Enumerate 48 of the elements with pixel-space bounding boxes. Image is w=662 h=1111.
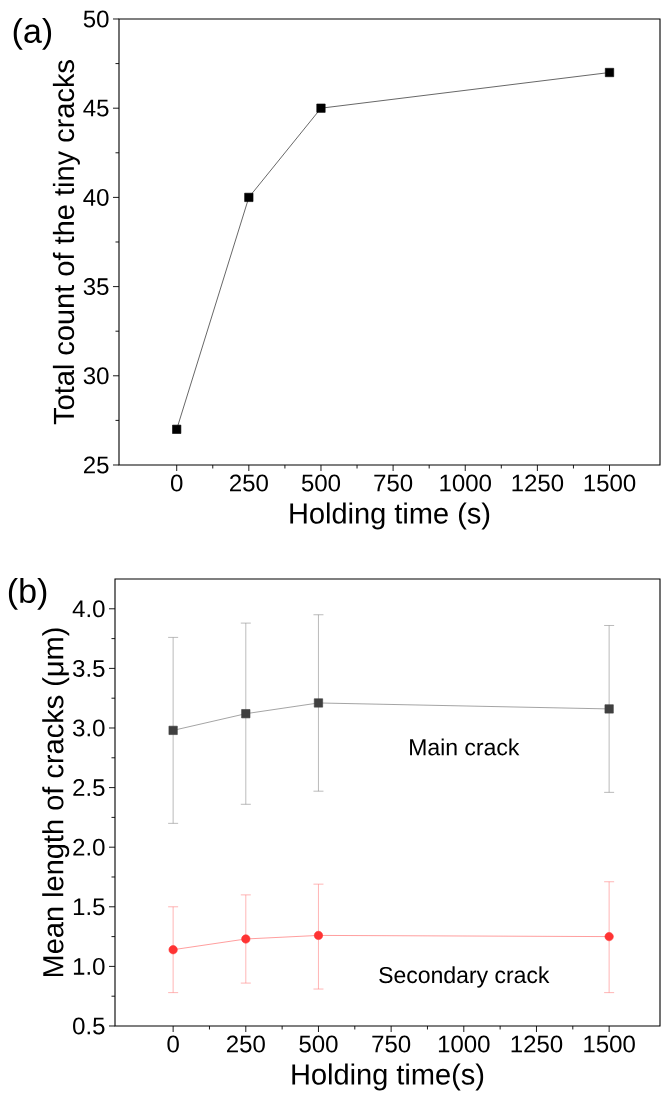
x-tick-label: 1250 — [512, 474, 564, 492]
text: (a) — [13, 18, 52, 50]
y-tick-label: 4.0 — [72, 600, 105, 618]
y-tick-label: 3.0 — [73, 719, 105, 737]
x-tick-label: 750 — [374, 474, 413, 492]
y-tick-label: 25 — [83, 456, 109, 474]
point — [241, 709, 251, 719]
y-tick-label: 30 — [83, 367, 109, 385]
y-axis-title: Mean length of cracks (μm) — [42, 628, 70, 977]
point — [316, 103, 326, 113]
x-tick-label: 1000 — [440, 474, 491, 492]
x-tick-label: 0 — [167, 1035, 179, 1053]
x-axis-title: Holding time (s) — [290, 502, 490, 530]
x-tick-label: 1250 — [511, 1035, 563, 1053]
y-tick-label: 2.5 — [73, 779, 105, 797]
x-tick-label: 500 — [299, 1035, 338, 1053]
point — [241, 934, 251, 944]
point — [244, 192, 254, 202]
series-label: Secondary crack — [379, 966, 550, 988]
x-tick-label: 1500 — [584, 1035, 635, 1053]
x-tick-label: 250 — [230, 474, 268, 492]
y-tick-label: 3.5 — [73, 659, 105, 677]
x-axis-title: Holding time(s) — [292, 1063, 484, 1091]
point — [604, 932, 614, 942]
point — [604, 704, 614, 714]
x-tick-label: 1000 — [438, 1035, 490, 1053]
series-label: Main crack — [410, 738, 520, 756]
x-tick-label: 1500 — [584, 474, 636, 492]
point — [313, 698, 323, 708]
y-tick-label: 0.5 — [73, 1017, 105, 1035]
y-tick-label: 45 — [83, 99, 109, 117]
y-tick-label: 2.0 — [73, 838, 105, 856]
x-tick-label: 250 — [226, 1035, 265, 1053]
x-tick-label: 750 — [372, 1035, 411, 1053]
point — [605, 68, 615, 78]
point — [168, 945, 178, 955]
y-tick-label: 35 — [83, 278, 109, 296]
point — [168, 725, 178, 735]
y-tick-label: 40 — [83, 188, 109, 206]
y-tick-label: 50 — [83, 10, 109, 28]
y-tick-label: 1.0 — [73, 957, 105, 975]
x-tick-label: 500 — [301, 474, 341, 492]
y-axis-title: Total count of the tiny cracks — [52, 60, 80, 425]
point — [313, 930, 323, 940]
x-tick-label: 0 — [170, 474, 183, 492]
y-tick-label: 1.5 — [73, 898, 105, 916]
text: (b) — [8, 578, 47, 610]
point — [172, 424, 182, 434]
